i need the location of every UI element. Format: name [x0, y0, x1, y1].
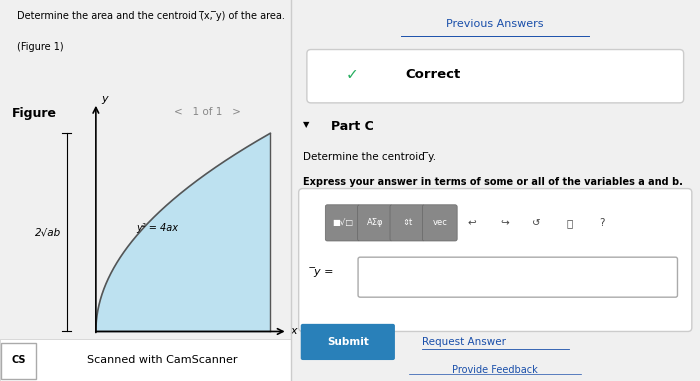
FancyBboxPatch shape: [301, 324, 395, 360]
Text: ↩: ↩: [468, 218, 477, 228]
Text: ■√□: ■√□: [332, 218, 354, 227]
FancyBboxPatch shape: [422, 205, 457, 241]
Text: ↺: ↺: [533, 218, 541, 228]
Text: Provide Feedback: Provide Feedback: [452, 365, 538, 375]
Text: x: x: [290, 327, 297, 336]
FancyBboxPatch shape: [1, 343, 36, 379]
FancyBboxPatch shape: [326, 205, 360, 241]
Text: Figure: Figure: [12, 107, 57, 120]
Text: AΣφ: AΣφ: [367, 218, 384, 227]
Text: Correct: Correct: [405, 68, 461, 81]
Text: Submit: Submit: [327, 337, 369, 347]
Text: CS: CS: [12, 355, 26, 365]
Text: ▼: ▼: [303, 120, 309, 129]
FancyBboxPatch shape: [358, 257, 678, 297]
Text: y: y: [102, 94, 108, 104]
Text: vec: vec: [433, 218, 447, 227]
Text: Part C: Part C: [332, 120, 375, 133]
Text: Scanned with CamScanner: Scanned with CamScanner: [88, 355, 238, 365]
Text: ↪: ↪: [500, 218, 509, 228]
Text: Determine the area and the centroid (̅x, ̅y) of the area.: Determine the area and the centroid (̅x,…: [18, 11, 286, 21]
FancyBboxPatch shape: [358, 205, 393, 241]
FancyBboxPatch shape: [0, 339, 290, 381]
Text: b: b: [180, 364, 186, 374]
Text: ?: ?: [598, 218, 604, 228]
FancyBboxPatch shape: [299, 189, 692, 331]
Text: ⇕t: ⇕t: [402, 218, 412, 227]
Text: Request Answer: Request Answer: [421, 337, 505, 347]
Polygon shape: [96, 133, 270, 331]
FancyBboxPatch shape: [307, 50, 684, 103]
Text: ̅y =: ̅y =: [315, 267, 335, 277]
Text: ✓: ✓: [346, 67, 358, 82]
Text: 2√ab: 2√ab: [35, 227, 61, 237]
Text: (Figure 1): (Figure 1): [18, 42, 64, 52]
Text: Previous Answers: Previous Answers: [447, 19, 544, 29]
Text: Determine the centroid ̅y.: Determine the centroid ̅y.: [303, 152, 436, 162]
Text: Express your answer in terms of some or all of the variables a and b.: Express your answer in terms of some or …: [303, 177, 682, 187]
Text: y² = 4ax: y² = 4ax: [136, 223, 178, 234]
Text: ⬛: ⬛: [566, 218, 573, 228]
FancyBboxPatch shape: [390, 205, 425, 241]
Text: <   1 of 1   >: < 1 of 1 >: [174, 107, 242, 117]
